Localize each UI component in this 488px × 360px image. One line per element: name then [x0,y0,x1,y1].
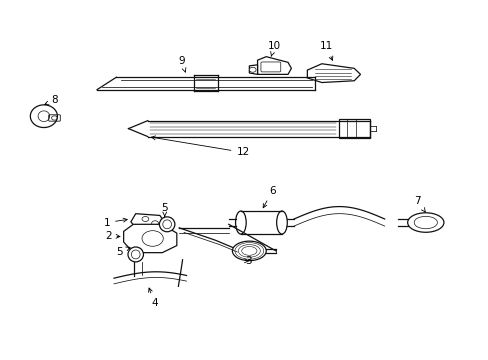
Text: 2: 2 [104,231,120,241]
Ellipse shape [234,243,263,259]
Ellipse shape [163,220,171,229]
Polygon shape [257,57,291,75]
Ellipse shape [131,250,140,259]
Polygon shape [249,65,257,75]
FancyBboxPatch shape [261,62,280,72]
Text: 4: 4 [148,288,158,309]
Text: 10: 10 [267,41,281,57]
Ellipse shape [128,247,143,262]
Circle shape [151,221,158,226]
Text: 7: 7 [413,196,425,212]
Circle shape [142,216,148,221]
Polygon shape [131,214,164,230]
Polygon shape [123,224,177,253]
Ellipse shape [276,211,286,234]
Text: 9: 9 [178,56,185,72]
Text: 1: 1 [103,217,127,228]
FancyBboxPatch shape [338,119,369,138]
Text: 8: 8 [44,95,58,105]
Ellipse shape [238,244,260,257]
Text: 6: 6 [263,186,275,208]
Ellipse shape [159,217,175,232]
Ellipse shape [232,241,265,261]
FancyBboxPatch shape [49,115,60,121]
Circle shape [249,67,256,72]
Ellipse shape [407,213,443,232]
Text: 11: 11 [320,41,333,60]
Polygon shape [307,64,360,82]
Ellipse shape [235,211,245,234]
Text: 5: 5 [116,247,130,257]
Text: 12: 12 [151,136,249,157]
Ellipse shape [413,216,436,229]
Circle shape [142,231,163,246]
Ellipse shape [241,247,256,255]
Text: 3: 3 [244,256,251,266]
Text: 5: 5 [161,203,168,216]
Circle shape [52,116,57,120]
